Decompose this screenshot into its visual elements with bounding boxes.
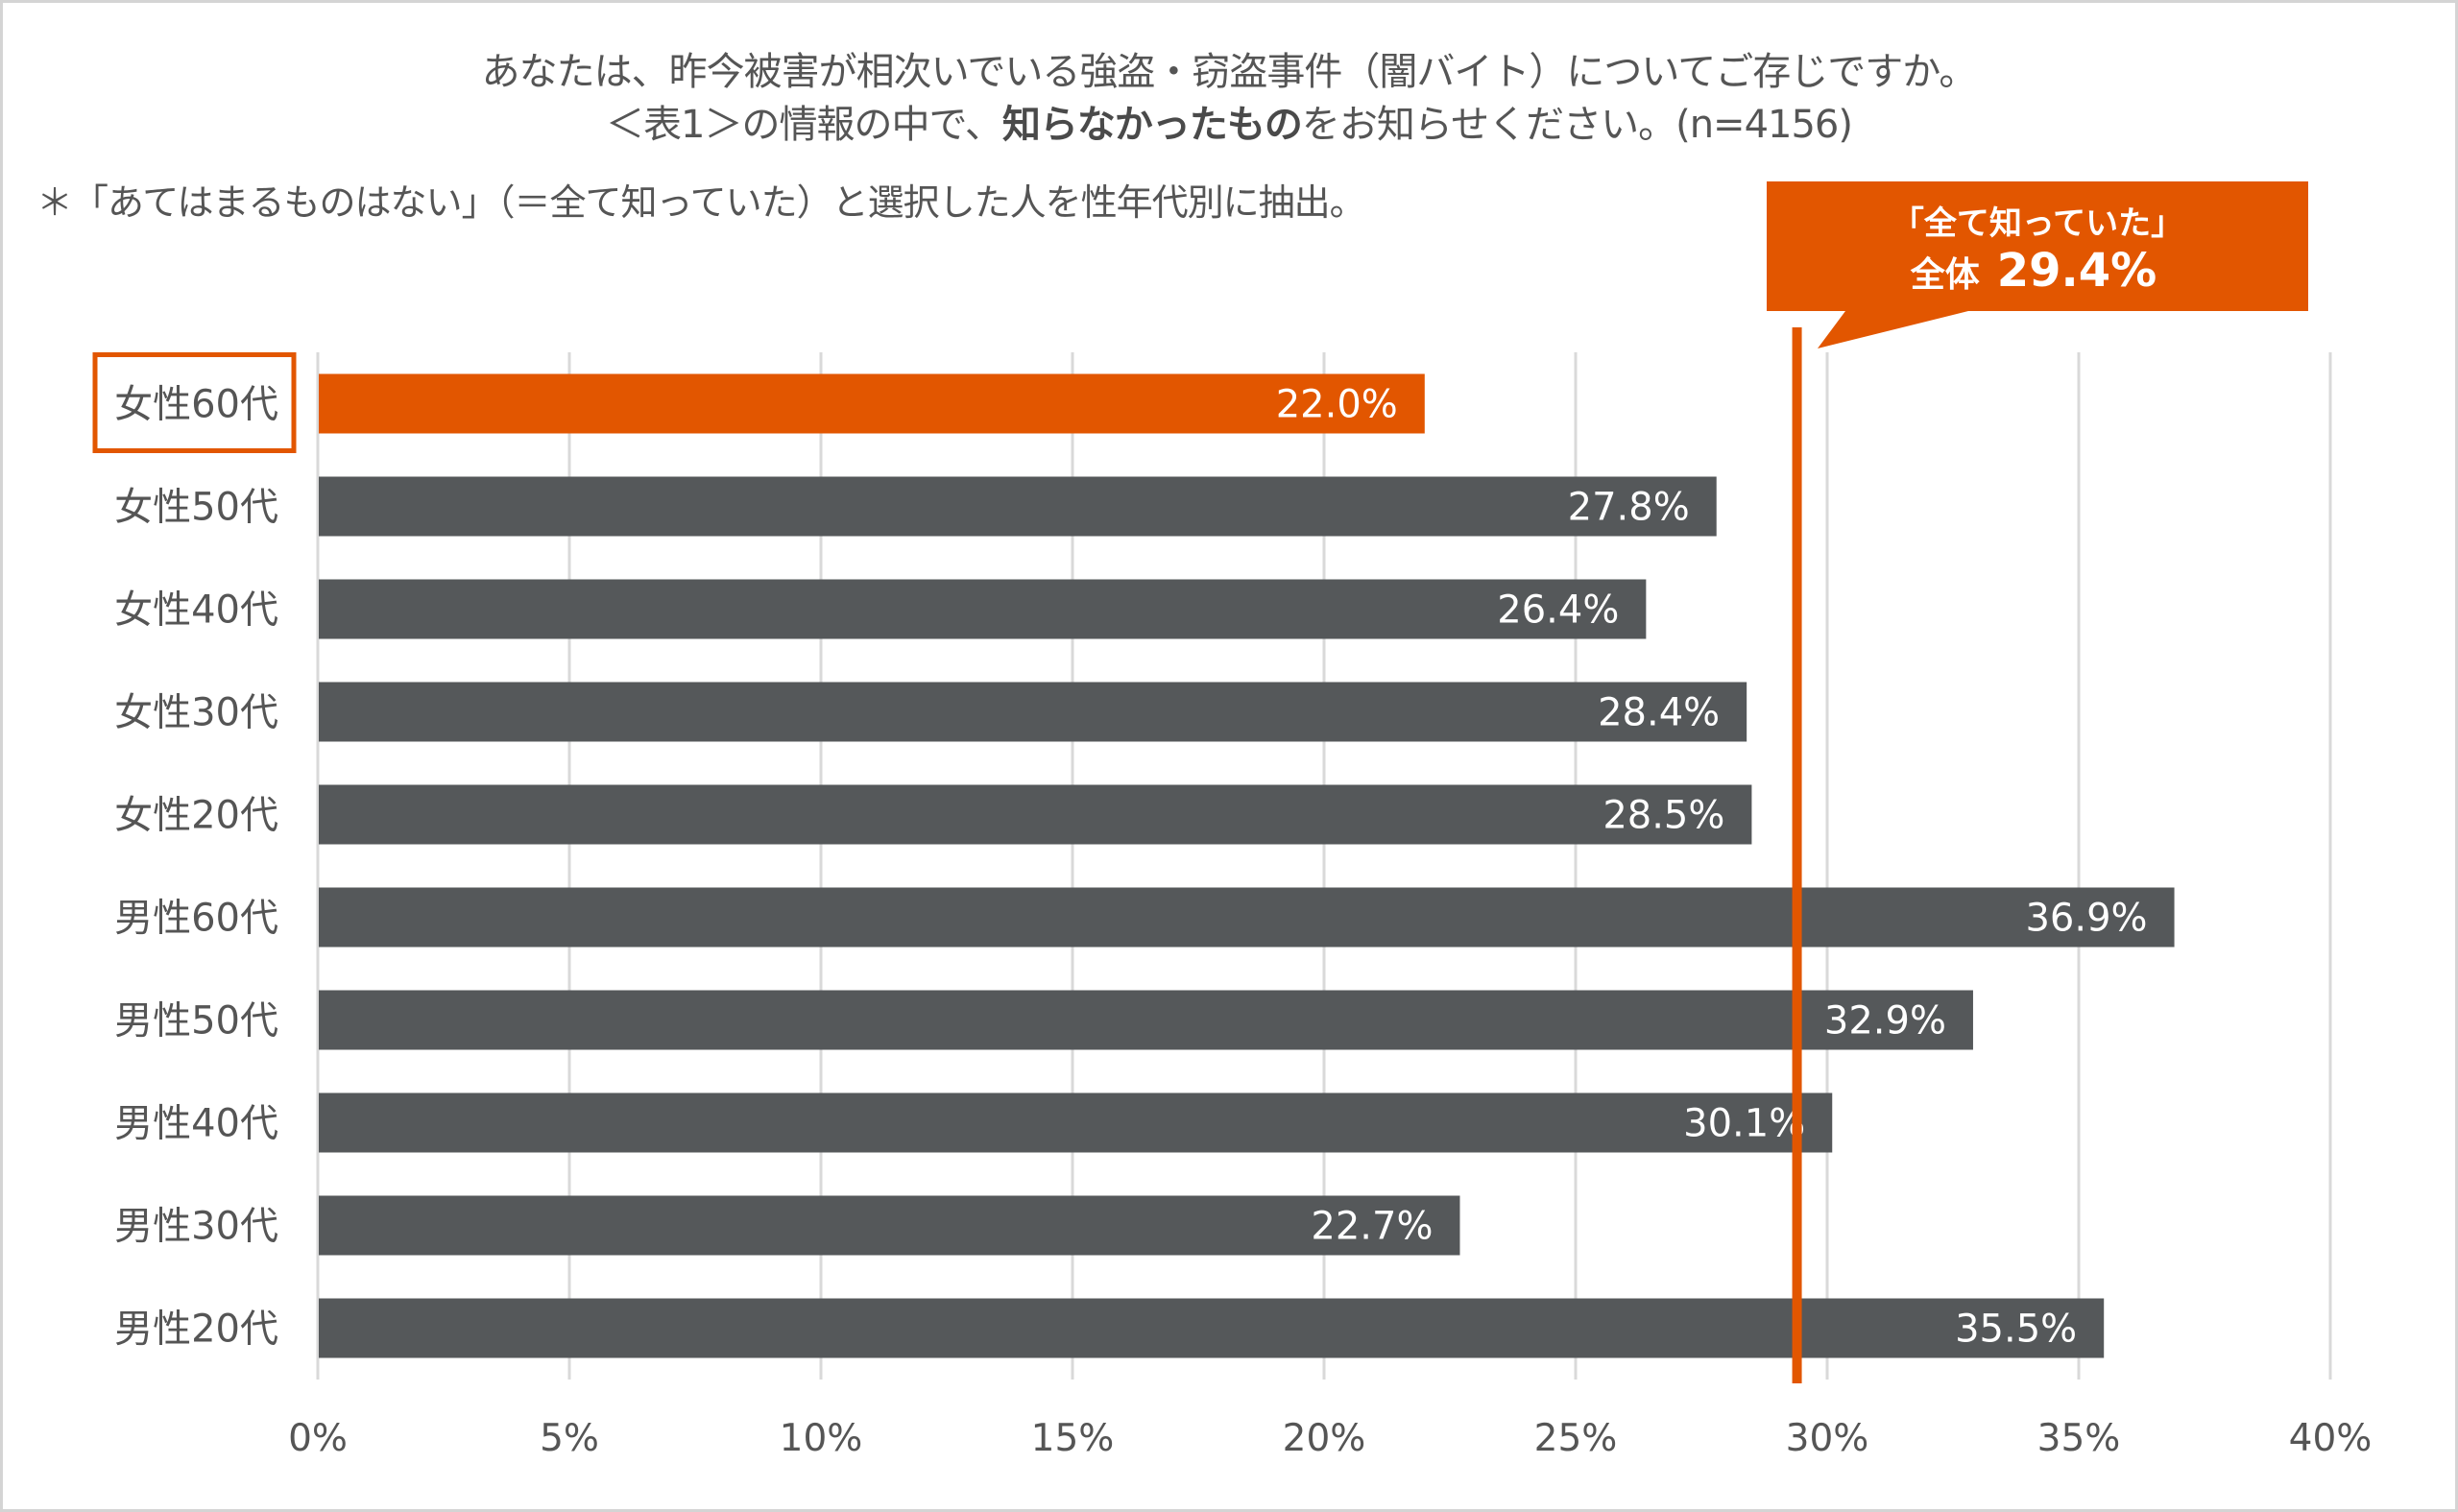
y-axis-labels: 女性60代女性50代女性40代女性30代女性20代男性60代男性50代男性40代…	[92, 352, 297, 1352]
bar-value-label: 32.9%	[1824, 999, 1946, 1044]
bar	[319, 887, 2175, 948]
chart-title-line1: あなたは、昨今被害が相次いでいる強盗・窃盗事件（闇バイト）についてご存じですか。	[481, 50, 1978, 94]
x-tick-label: 15%	[1031, 1417, 1115, 1460]
bar	[319, 476, 1717, 537]
bar-value-label: 28.5%	[1603, 794, 1724, 838]
bar	[319, 579, 1647, 639]
title-line2-suffix: をお知らせください。(n=4156)	[1301, 103, 1853, 147]
reference-callout: 「全て知っていた」全体 29.4%	[1767, 181, 2308, 348]
y-category-label: 男性20代	[114, 1308, 278, 1352]
x-tick-label: 25%	[1534, 1417, 1618, 1460]
x-tick-label: 20%	[1283, 1417, 1366, 1460]
bar	[319, 1092, 1833, 1153]
callout-value: 全体 29.4%	[1910, 244, 2157, 298]
title-line2-emphasis: 知らなかったもの	[1001, 103, 1303, 147]
y-category-label: 男性30代	[114, 1205, 278, 1249]
bar-value-label: 27.8%	[1568, 486, 1690, 530]
bar	[319, 784, 1752, 845]
y-category-label: 男性60代	[114, 897, 278, 941]
bar-value-label: 35.5%	[1955, 1308, 2077, 1352]
x-tick-label: 5%	[540, 1417, 599, 1460]
bar	[319, 990, 1973, 1050]
bar-value-label: 22.0%	[1276, 383, 1398, 427]
bar-value-label: 22.7%	[1311, 1205, 1433, 1249]
x-tick-label: 0%	[288, 1417, 348, 1460]
reference-line	[1792, 327, 1802, 1383]
bar-value-label: 30.1%	[1683, 1102, 1805, 1146]
callout-value-prefix: 全体	[1910, 254, 1997, 295]
chart-note: ＊「あてはまるものはない」（＝全て知っていた）と選択した人を性年代別に抽出。	[36, 181, 1366, 224]
y-category-label: 女性20代	[114, 794, 278, 838]
bar-value-label: 28.4%	[1598, 691, 1720, 735]
bar-highlighted	[319, 373, 1425, 434]
x-axis-labels: 0% 5% 10% 15% 20% 25% 30% 35% 40%	[288, 1417, 2372, 1460]
y-category-label: 男性50代	[114, 999, 278, 1044]
bar-value-label: 36.9%	[2025, 897, 2147, 941]
y-category-label: 男性40代	[114, 1102, 278, 1146]
bar-value-label: 26.4%	[1497, 588, 1619, 633]
highlight-label-box	[92, 352, 297, 453]
bars: 22.0% 27.8% 26.4% 28.4% 28.5% 36.9% 32.9% 30.1%…	[319, 373, 2175, 1358]
callout-label: 「全て知っていた」	[1892, 204, 2183, 243]
bar	[319, 1298, 2105, 1358]
y-category-label: 女性50代	[114, 486, 278, 530]
bar	[319, 682, 1747, 742]
x-tick-label: 40%	[2289, 1417, 2373, 1460]
x-tick-label: 35%	[2037, 1417, 2121, 1460]
x-tick-label: 30%	[1786, 1417, 1869, 1460]
y-category-label: 女性30代	[114, 691, 278, 735]
y-category-label: 女性60代	[114, 383, 278, 427]
reference-line-group	[1792, 327, 1802, 1383]
title-line2-prefix: ＜表1＞の情報の中で、	[606, 103, 1003, 147]
chart-title-line2: ＜表1＞の情報の中で、知らなかったものをお知らせください。(n=4156)	[0, 93, 2458, 149]
y-category-label: 女性40代	[114, 588, 278, 633]
x-tick-label: 10%	[780, 1417, 863, 1460]
bar	[319, 1195, 1460, 1256]
callout-value-number: 29.4%	[1997, 244, 2157, 298]
callout-box	[1767, 181, 2308, 348]
